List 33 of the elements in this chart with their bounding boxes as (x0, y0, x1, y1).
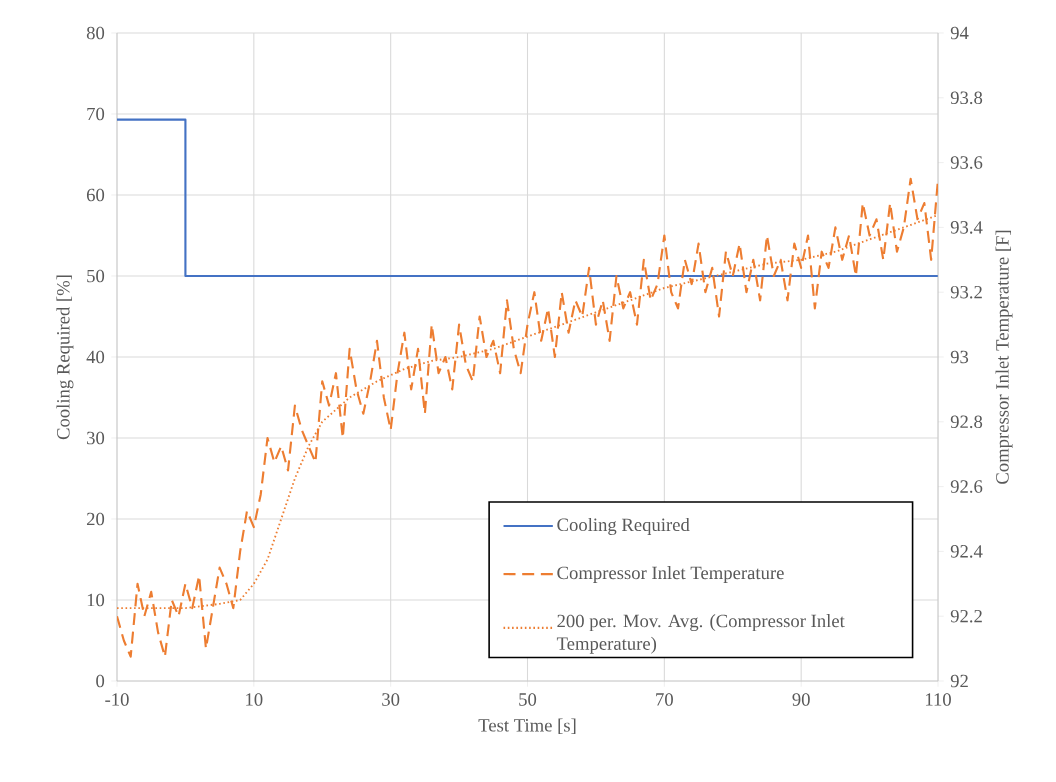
y-tick-label: 80 (86, 26, 105, 40)
legend-label: Compressor Inlet Temperature (557, 566, 784, 583)
y2-tick-label: 92 (950, 674, 968, 688)
y-axis-title: Cooling Required [%] (56, 275, 74, 440)
y2-tick-label: 94 (950, 26, 969, 40)
x-tick-label: 30 (382, 693, 400, 706)
x-tick-label: 90 (792, 693, 810, 706)
y-tick-label: 50 (87, 269, 105, 283)
x-tick-label: 110 (925, 693, 951, 706)
x-tick-label: -10 (105, 693, 129, 706)
y-tick-label: 10 (87, 593, 105, 607)
y2-tick-label: 93.4 (950, 221, 983, 234)
legend-label: Cooling Required (557, 517, 690, 535)
x-tick-label: 10 (246, 693, 263, 706)
y-tick-label: 0 (96, 674, 105, 688)
y2-tick-label: 93.8 (950, 91, 983, 105)
y2-tick-label: 92.4 (950, 545, 983, 558)
y-tick-label: 60 (86, 188, 105, 202)
y-tick-label: 70 (87, 107, 105, 121)
y-tick-label: 20 (86, 512, 105, 526)
y-tick-label: 30 (87, 431, 105, 445)
y-tick-label: 40 (86, 350, 105, 364)
y2-tick-label: 93.2 (950, 285, 982, 299)
y2-tick-label: 93.6 (950, 156, 983, 169)
x-tick-label: 70 (656, 693, 673, 706)
x-axis-title: Test Time [s] (478, 718, 576, 734)
y2-axis-title: Compressor Inlet Temperature [F] (995, 230, 1013, 484)
y2-tick-label: 92.8 (950, 415, 983, 429)
legend-label: 200 per. Mov. Avg. (Compressor Inlet Temperature) (556, 614, 845, 654)
y2-tick-label: 92.2 (950, 609, 982, 623)
y2-tick-label: 92.6 (950, 480, 983, 493)
y2-tick-label: 93 (950, 350, 969, 364)
x-tick-label: 50 (519, 693, 537, 706)
